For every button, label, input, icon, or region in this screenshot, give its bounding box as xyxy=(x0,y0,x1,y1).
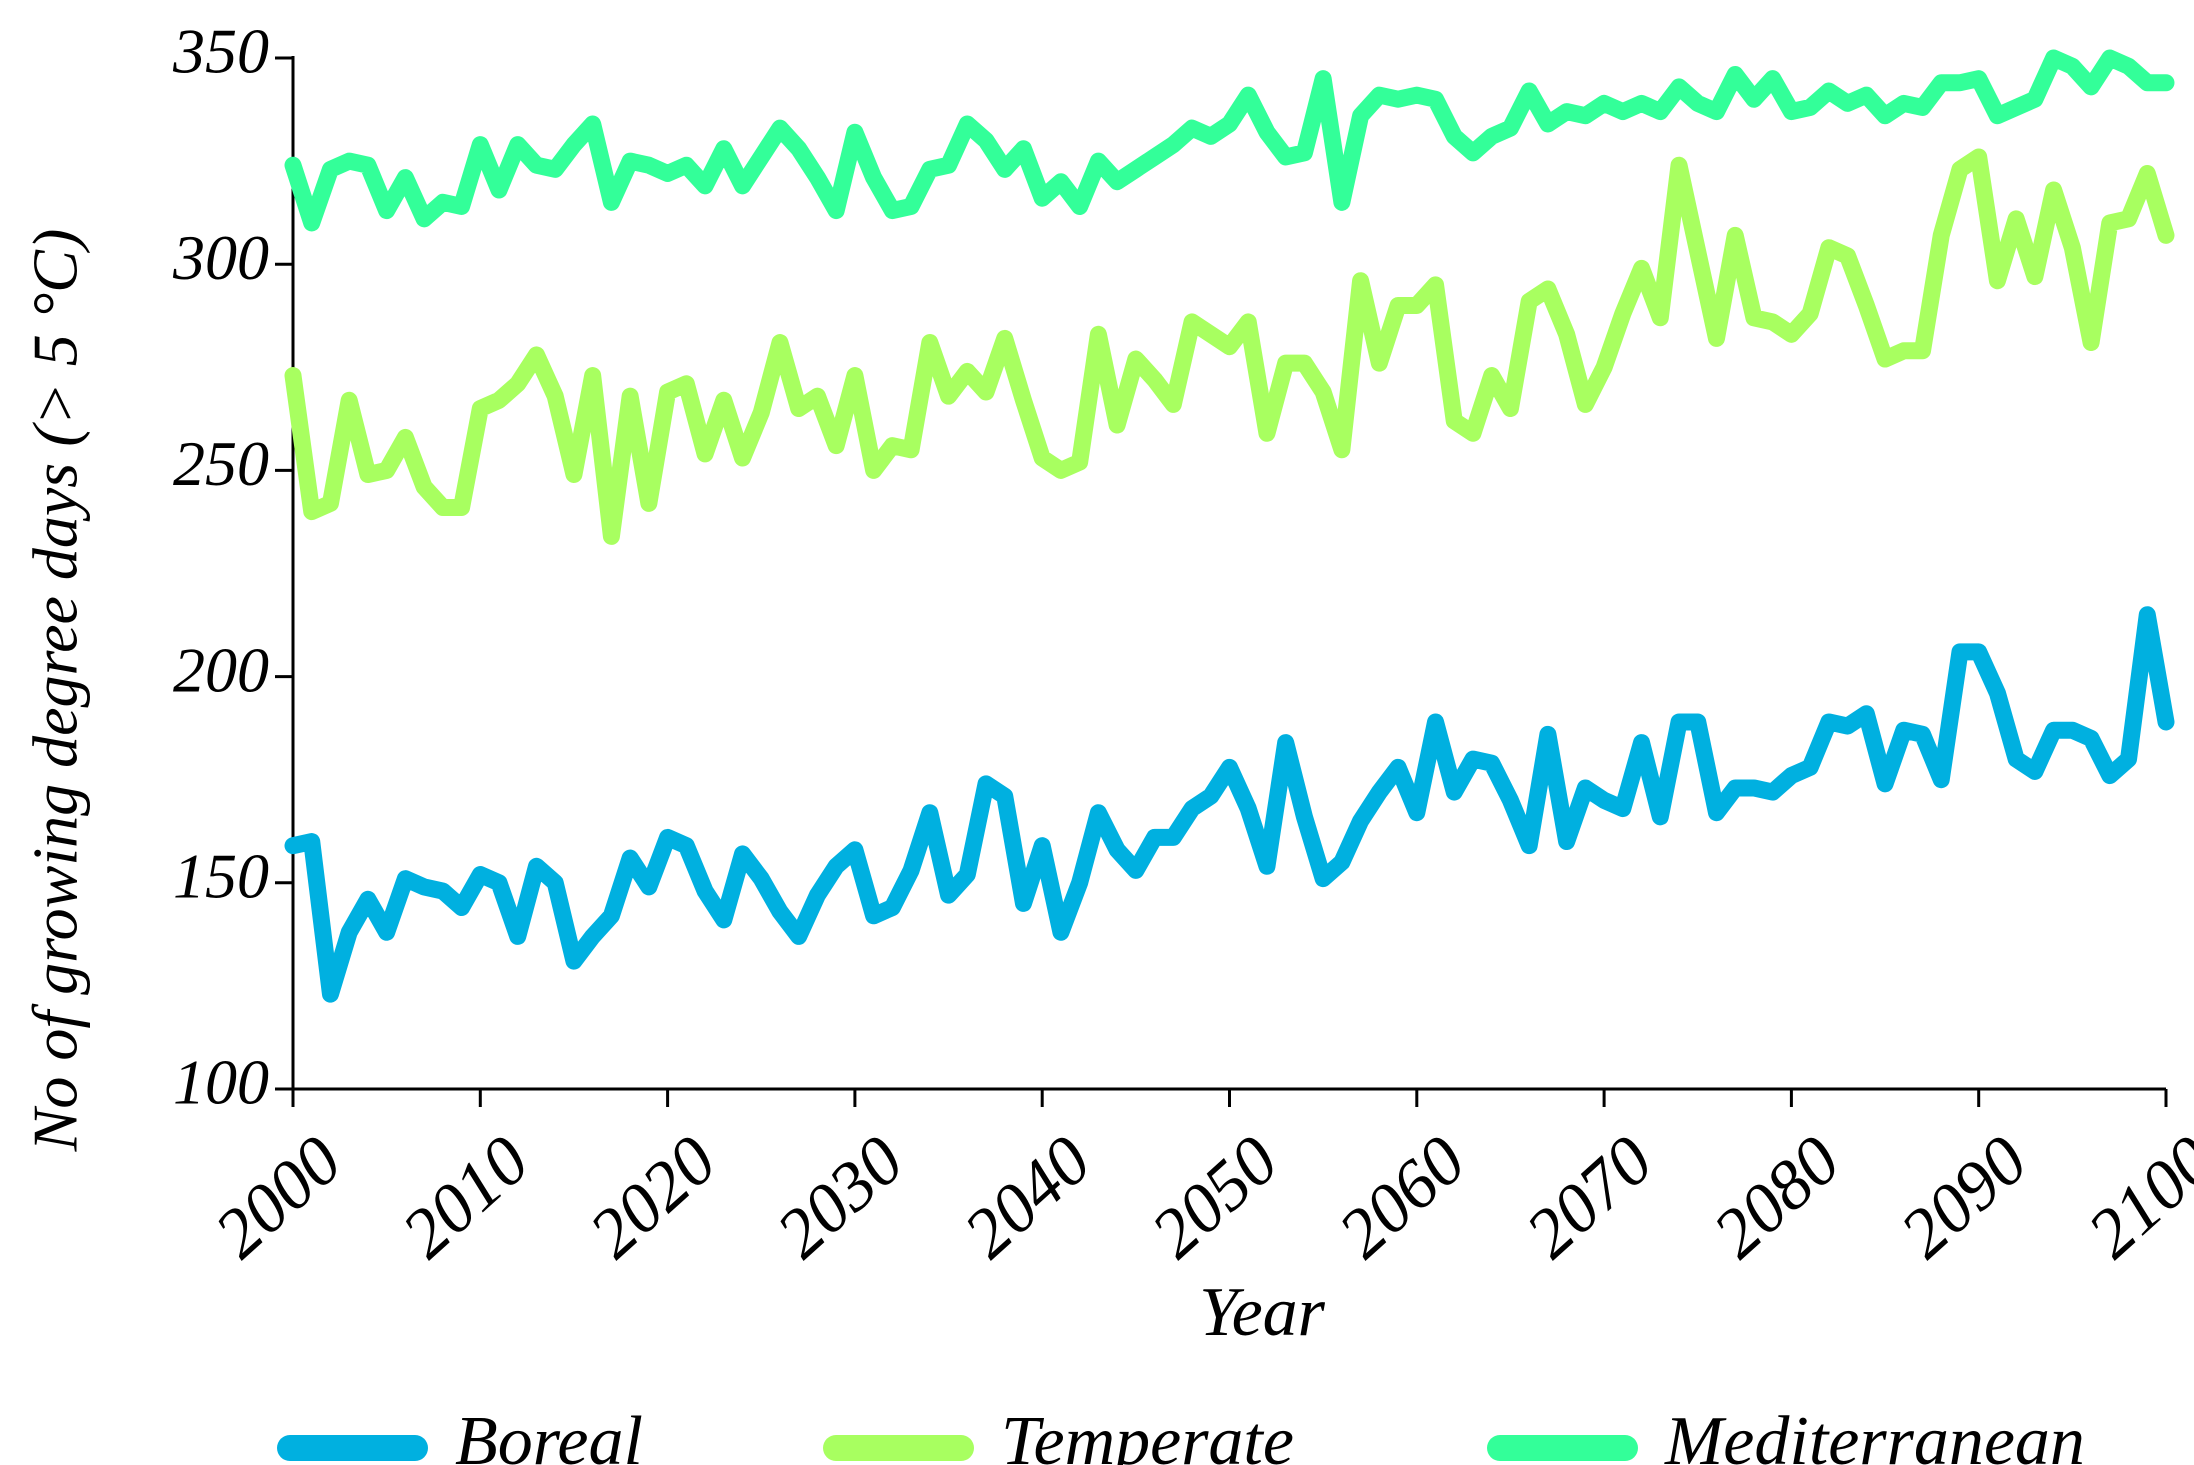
x-tick-label: 2010 xyxy=(388,1122,544,1273)
y-tick-label: 100 xyxy=(173,1047,269,1118)
x-tick-label: 2080 xyxy=(1699,1122,1855,1273)
x-tick-label: 2060 xyxy=(1325,1122,1481,1273)
y-tick-label: 150 xyxy=(173,840,269,911)
y-axis-label: No of growing degree days (> 5 °C) xyxy=(20,229,91,1153)
x-tick-label: 2000 xyxy=(201,1122,357,1273)
x-tick-label: 2050 xyxy=(1137,1122,1293,1273)
series-line xyxy=(284,606,2175,1003)
x-tick-label: 2020 xyxy=(575,1122,731,1273)
y-tick-label: 300 xyxy=(172,222,269,293)
x-tick-label: 2090 xyxy=(1886,1122,2042,1273)
y-tick-label: 200 xyxy=(173,634,269,705)
x-tick-label: 2070 xyxy=(1512,1122,1668,1273)
x-tick-label: 2030 xyxy=(763,1122,919,1273)
y-tick-label: 350 xyxy=(172,16,269,87)
series-line xyxy=(284,148,2175,545)
series-line xyxy=(284,49,2175,232)
x-tick-label: 2100 xyxy=(2074,1122,2194,1273)
legend-label: Mediterranean xyxy=(1664,1403,2085,1465)
y-tick-label: 250 xyxy=(173,428,269,499)
legend-label: Temperate xyxy=(1001,1403,1294,1465)
legend-label: Boreal xyxy=(455,1403,643,1465)
x-tick-label: 2040 xyxy=(950,1122,1106,1273)
x-axis-label: Year xyxy=(1199,1274,1326,1351)
